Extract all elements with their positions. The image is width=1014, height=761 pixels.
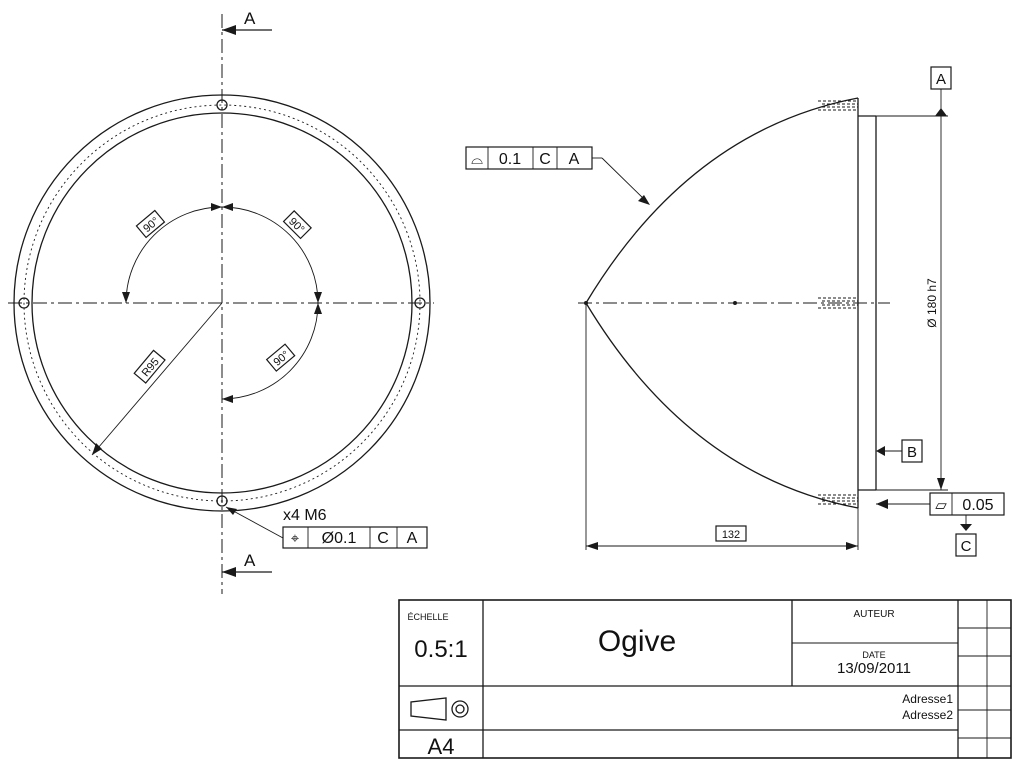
- hole-top: [216, 99, 228, 111]
- angle-arc-1-arrow: [122, 292, 130, 303]
- angle-arc-1-arrow-b: [211, 203, 222, 211]
- hole-bottom: [216, 495, 228, 507]
- scale-label: ÉCHELLE: [407, 612, 448, 622]
- hole-right: [414, 297, 426, 309]
- length-arrow-left: [586, 542, 598, 550]
- datum-a-label: A: [936, 71, 946, 88]
- datum-a-triangle: [935, 108, 947, 116]
- angle-label-1-box: [135, 209, 166, 239]
- title-block: ÉCHELLE 0.5:1 Ogive AUTEUR DATE 13/09/20…: [398, 599, 1012, 759]
- hole-left: [18, 297, 30, 309]
- center-mark: [733, 301, 737, 305]
- section-letter-bottom: A: [244, 551, 256, 570]
- ogive-lower-curve: [585, 302, 859, 509]
- datum-c-label: C: [961, 538, 972, 555]
- diameter-label: Ø 180 h7: [925, 278, 939, 328]
- section-arrow-bottom-head: [222, 567, 236, 577]
- angle-label-3-box: [265, 343, 296, 372]
- datum-b-triangle: [876, 446, 885, 456]
- position-tolerance-frame: ⌖ Ø0.1 C A: [282, 526, 428, 549]
- angle-arc-3: [221, 302, 319, 400]
- holes-leader: [225, 506, 284, 539]
- radius-line: [91, 302, 223, 456]
- length-arrow-right: [846, 542, 858, 550]
- profile-value: 0.1: [499, 151, 521, 168]
- drawing-title: Ogive: [598, 625, 676, 658]
- profile-symbol: ⌓: [471, 151, 483, 168]
- section-letter-top: A: [244, 9, 256, 28]
- angle-label-2-box: [282, 210, 312, 240]
- profile-leader-b: [601, 157, 649, 204]
- date-label: DATE: [862, 650, 885, 660]
- scale-value: 0.5:1: [414, 636, 467, 663]
- ogive-upper-curve: [585, 97, 859, 304]
- position-symbol: ⌖: [291, 530, 300, 547]
- flatness-tolerance-frame: ▱ 0.05: [929, 492, 1005, 516]
- angle-arc-3-arrow-b: [222, 395, 233, 403]
- section-arrow-top-head: [222, 25, 236, 35]
- profile-leader-arrow: [638, 195, 650, 205]
- hidden-hole-top: [818, 100, 858, 111]
- front-view: A A 90° 90° 90° R95: [8, 9, 434, 594]
- sheet-size: A4: [428, 734, 455, 759]
- angle-label-1-group: 90°: [135, 209, 166, 239]
- datum-b-label: B: [907, 444, 917, 461]
- angle-arc-1: [125, 206, 223, 304]
- date-value: 13/09/2011: [837, 660, 911, 677]
- profile-datum-2: A: [569, 151, 580, 168]
- datum-c-box: [955, 533, 977, 557]
- position-datum-1: C: [377, 530, 389, 547]
- projection-symbol-icon: [410, 697, 469, 721]
- holes-leader-arrow: [226, 507, 237, 515]
- angle-label-2-group: 90°: [282, 210, 312, 240]
- hidden-hole-middle: [818, 297, 858, 309]
- angle-label-3-group: 90°: [265, 343, 296, 372]
- length-label-box: [715, 525, 747, 542]
- radius-label-group: R95: [133, 349, 166, 384]
- flatness-symbol: ▱: [935, 497, 947, 514]
- datum-c-triangle: [960, 524, 972, 531]
- position-datum-2: A: [407, 530, 418, 547]
- radius-label-box: [133, 349, 166, 384]
- profile-tolerance-frame: ⌓ 0.1 C A: [465, 146, 593, 170]
- angle-arc-3-arrow: [314, 303, 322, 314]
- holes-callout: x4 M6: [283, 507, 327, 524]
- radius-arrow: [92, 443, 102, 455]
- diam-arrow-bottom: [937, 478, 945, 490]
- hidden-hole-bottom: [818, 494, 858, 505]
- address-1: Adresse1: [902, 692, 953, 706]
- position-value: Ø0.1: [322, 530, 357, 547]
- author-label: AUTEUR: [853, 609, 894, 620]
- flatness-leader-arrow: [876, 499, 888, 509]
- address-2: Adresse2: [902, 708, 953, 722]
- profile-datum-1: C: [539, 151, 551, 168]
- flatness-value: 0.05: [962, 497, 993, 514]
- angle-arc-2: [221, 206, 319, 304]
- title-block-frame: [398, 599, 1012, 759]
- side-view: ⌓ 0.1 C A A Ø 180 h7 B ▱ 0.05: [465, 66, 1005, 557]
- length-label: 132: [722, 529, 740, 541]
- angle-arc-2-arrow-b: [222, 203, 233, 211]
- angle-arc-2-arrow: [314, 292, 322, 303]
